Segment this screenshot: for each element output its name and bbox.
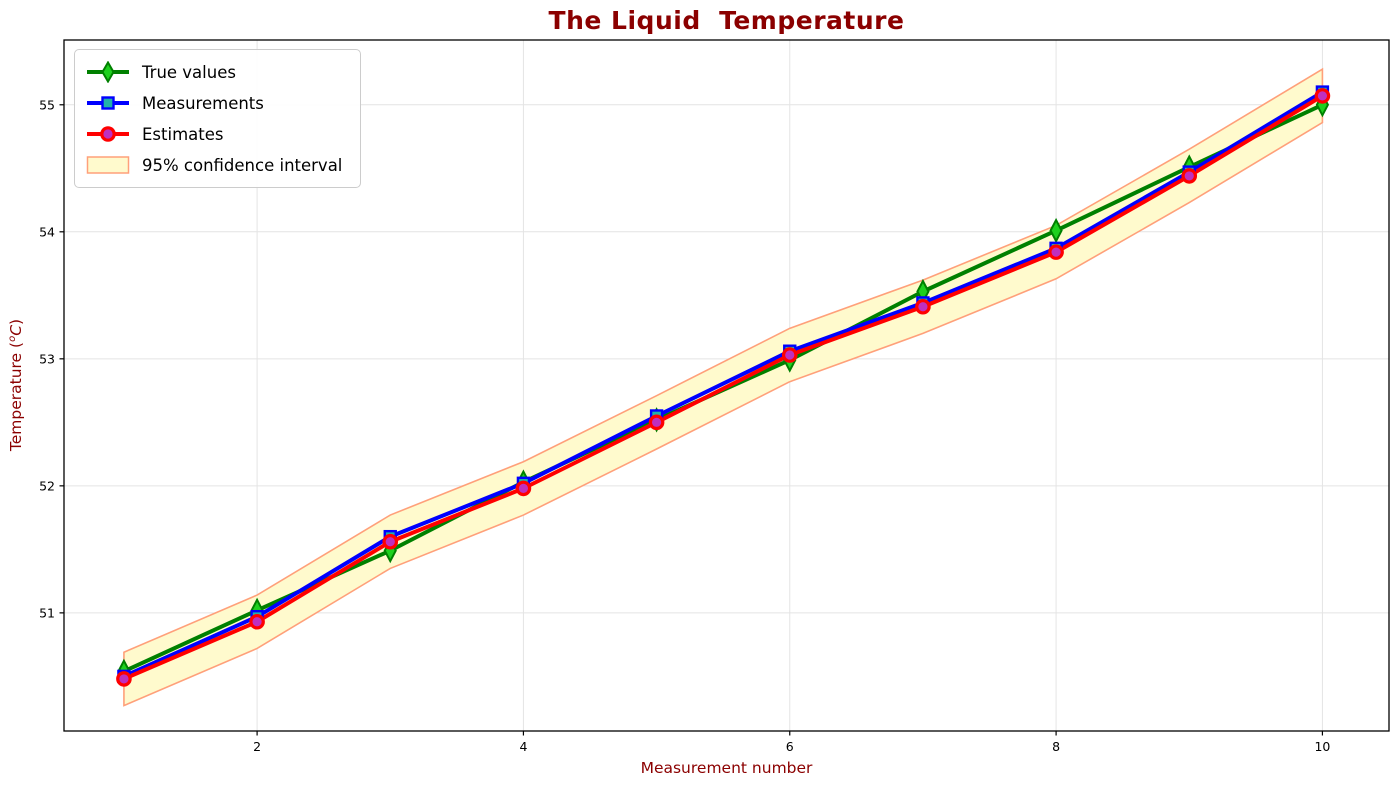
- y-tick-label: 52: [39, 478, 55, 493]
- chart-title: The Liquid Temperature: [548, 6, 905, 35]
- y-tick-label: 51: [39, 605, 55, 620]
- y-axis-label-close: ): [7, 318, 26, 325]
- legend-label-true-values: True values: [142, 62, 236, 82]
- y-tick-label: 54: [39, 224, 55, 239]
- y-axis-label-sup: o: [6, 335, 18, 342]
- legend-label-measurements: Measurements: [142, 93, 264, 113]
- confidence-interval-patch-icon: [86, 154, 130, 176]
- y-axis-label-prefix: Temperature (: [7, 341, 26, 452]
- plot-border: [63, 39, 1390, 732]
- legend-item-true-values: True values: [86, 60, 342, 84]
- estimates-line-marker-icon: [86, 123, 130, 145]
- y-tick-label: 53: [39, 351, 55, 366]
- true-values-line-marker-icon: [86, 60, 130, 84]
- x-tick-label: 4: [519, 739, 527, 754]
- legend: True values Measurements Estimates 95% c…: [74, 49, 362, 188]
- series-markers-2: [116, 88, 1331, 687]
- legend-item-estimates: Estimates: [86, 122, 342, 146]
- legend-label-estimates: Estimates: [142, 124, 224, 144]
- x-tick-label: 2: [253, 739, 261, 754]
- y-tick-label: 55: [39, 97, 55, 112]
- y-axis-label-unit: C: [7, 324, 26, 336]
- legend-item-measurements: Measurements: [86, 91, 342, 115]
- legend-label-confidence-interval: 95% confidence interval: [142, 155, 343, 175]
- x-tick-label: 10: [1314, 739, 1330, 754]
- legend-item-confidence-interval: 95% confidence interval: [86, 153, 342, 177]
- x-tick-label: 8: [1052, 739, 1060, 754]
- measurements-line-marker-icon: [86, 92, 130, 114]
- x-axis-label: Measurement number: [640, 759, 813, 777]
- series-line-1: [123, 90, 1324, 679]
- series-line-2: [123, 94, 1324, 681]
- y-axis-label: Temperature (oC): [7, 319, 25, 451]
- x-tick-label: 6: [786, 739, 794, 754]
